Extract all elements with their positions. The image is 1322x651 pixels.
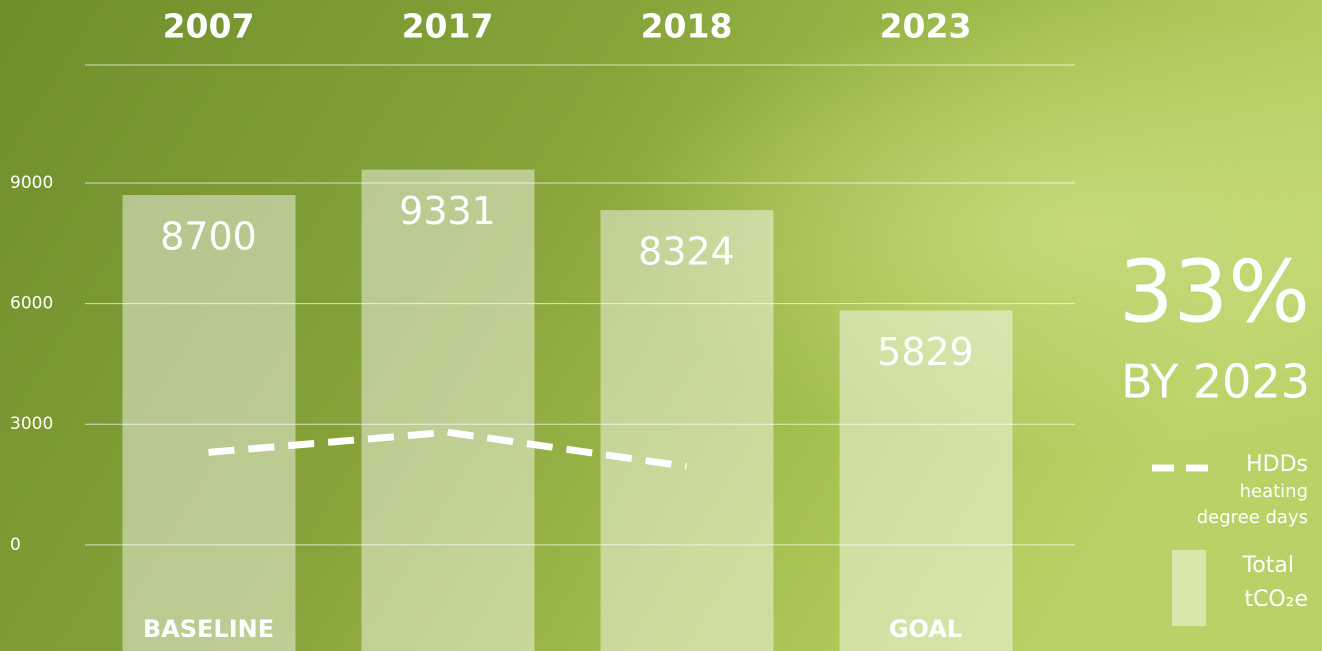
bar-label: GOAL [889,615,962,643]
y-tick-label: 3000 [10,414,53,434]
bar [362,170,535,651]
x-tick-label: 2018 [641,7,733,46]
x-tick-label: 2023 [880,7,972,46]
bar [123,195,296,651]
bar-label: BASELINE [143,615,274,643]
legend-swatch [1172,550,1206,626]
legend-description: degree days [1197,507,1308,528]
page: 33% BY 2023 0 3000 6000 9000 2007 2017 2018 202… [0,0,1322,651]
value-label: 8700 [160,215,257,259]
bar [601,210,774,651]
y-tick-label: 9000 [10,173,53,193]
chart: 33% BY 2023 0 3000 6000 9000 2007 2017 2018 202… [0,0,1322,651]
legend-unit: tCO₂e [1244,587,1308,612]
x-tick-label: 2017 [402,7,494,46]
legend-label: HDDs [1246,452,1308,477]
y-tick-label: 0 [10,535,21,555]
subheadline: BY 2023 [1121,355,1310,409]
legend-label: Total [1242,553,1294,578]
value-label: 8324 [638,230,735,274]
y-tick-label: 6000 [10,294,53,314]
value-label: 9331 [399,189,496,233]
x-tick-label: 2007 [163,7,255,46]
value-label: 5829 [877,330,974,374]
headline: 33% [1119,242,1310,342]
legend-description: heating [1240,481,1308,502]
